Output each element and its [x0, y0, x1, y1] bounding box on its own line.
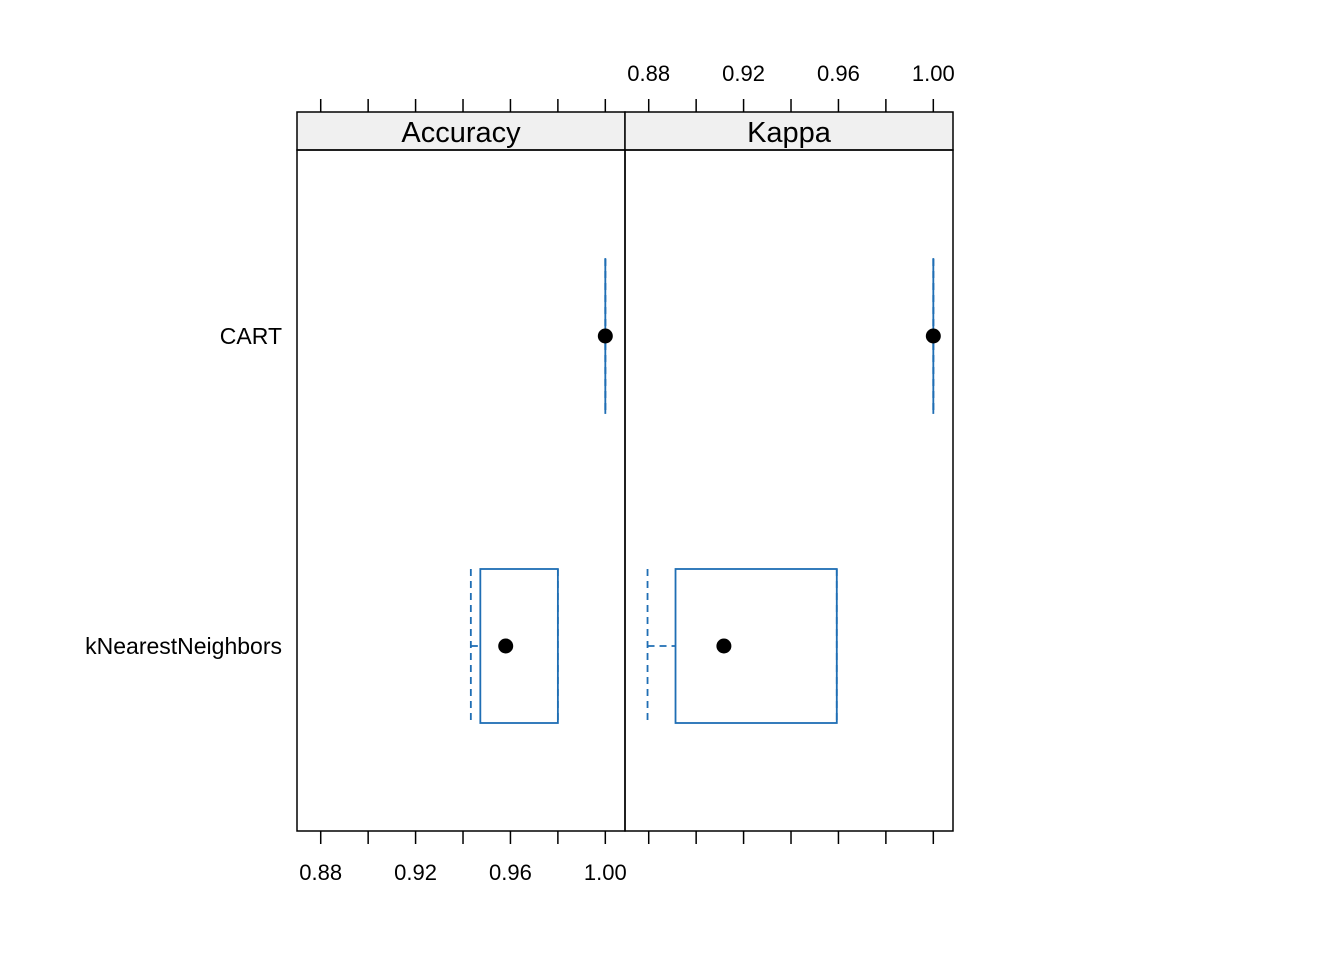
category-label-cart: CART — [220, 323, 282, 349]
category-label-knearestneighbors: kNearestNeighbors — [85, 633, 282, 659]
tick-label: 0.92 — [722, 61, 765, 86]
axes: 0.88 0.92 0.96 1.00 0.88 0.92 0.96 1.00 — [299, 61, 954, 885]
tick-label: 0.92 — [394, 860, 437, 885]
tick-label: 0.88 — [627, 61, 670, 86]
x-axis-kappa: 0.88 0.92 0.96 1.00 — [627, 61, 955, 844]
median-dot — [597, 328, 613, 344]
panel-kappa: Kappa — [624, 111, 954, 832]
strip-label: Accuracy — [401, 117, 521, 149]
tick-label: 1.00 — [912, 61, 955, 86]
x-axis-accuracy: 0.88 0.92 0.96 1.00 — [299, 99, 627, 885]
tick-label: 1.00 — [584, 860, 627, 885]
strip-background — [296, 111, 626, 151]
tick-label: 0.96 — [489, 860, 532, 885]
panels: Accuracy Kappa — [296, 111, 954, 832]
panel-frame — [296, 149, 626, 832]
box-iqr — [479, 568, 559, 724]
panel-accuracy: Accuracy — [296, 111, 626, 832]
tick-label: 0.96 — [817, 61, 860, 86]
box-iqr — [674, 568, 838, 724]
box-cart — [597, 258, 613, 414]
median-dot — [925, 328, 941, 344]
box-knearestneighbors — [469, 568, 559, 724]
median-dot — [716, 638, 732, 654]
strip-label: Kappa — [747, 117, 832, 149]
category-labels: CART kNearestNeighbors — [85, 323, 282, 659]
median-dot — [498, 638, 514, 654]
box-knearestneighbors — [646, 568, 838, 724]
strip-background — [624, 111, 954, 151]
box-cart — [925, 258, 941, 414]
panel-frame — [624, 149, 954, 832]
tick-label: 0.88 — [299, 860, 342, 885]
